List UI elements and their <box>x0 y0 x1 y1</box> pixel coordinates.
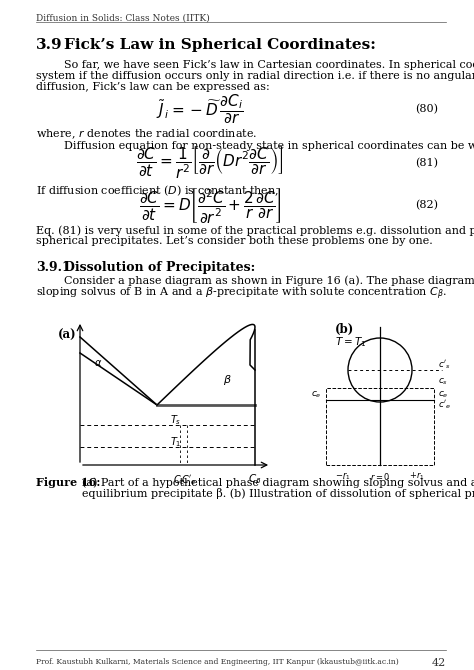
Text: $c'_e$: $c'_e$ <box>438 399 451 411</box>
Text: $r=0$: $r=0$ <box>370 471 390 482</box>
Text: (80): (80) <box>415 104 438 114</box>
Text: Dissolution of Precipitates:: Dissolution of Precipitates: <box>64 261 255 274</box>
Text: Consider a phase diagram as shown in Figure 16 (a). The phase diagram consists o: Consider a phase diagram as shown in Fig… <box>64 275 474 285</box>
Text: sloping solvus of B in A and a $\beta$-precipitate with solute concentration $\m: sloping solvus of B in A and a $\beta$-p… <box>36 286 447 302</box>
Text: So far, we have seen Fick’s law in Cartesian coordinates. In spherical coordinat: So far, we have seen Fick’s law in Carte… <box>64 60 474 70</box>
Text: spherical precipitates. Let’s consider both these problems one by one.: spherical precipitates. Let’s consider b… <box>36 236 433 246</box>
Text: $\dfrac{\partial C}{\partial t} = D\left[\dfrac{\partial^2 C}{\partial r^2} + \d: $\dfrac{\partial C}{\partial t} = D\left… <box>139 186 282 224</box>
Text: Diffusion in Solids: Class Notes (IITK): Diffusion in Solids: Class Notes (IITK) <box>36 14 210 23</box>
Text: equilibrium precipitate β. (b) Illustration of dissolution of spherical precipit: equilibrium precipitate β. (b) Illustrat… <box>82 488 474 499</box>
Text: Prof. Kaustubh Kulkarni, Materials Science and Engineering, IIT Kanpur (kkaustub: Prof. Kaustubh Kulkarni, Materials Scien… <box>36 658 399 666</box>
Text: $C_\beta$: $C_\beta$ <box>248 473 262 487</box>
Text: Eq. (81) is very useful in some of the practical problems e.g. dissolution and p: Eq. (81) is very useful in some of the p… <box>36 225 474 236</box>
Text: 3.9.1: 3.9.1 <box>36 261 71 274</box>
Text: (a) Part of a hypothetical phase diagram showing sloping solvus and an: (a) Part of a hypothetical phase diagram… <box>82 477 474 488</box>
Text: Diffusion equation for non-steady state in spherical coordinates can be written : Diffusion equation for non-steady state … <box>64 141 474 151</box>
Text: (b): (b) <box>335 323 354 336</box>
Text: $c_e$: $c_e$ <box>311 390 322 400</box>
Bar <box>326 388 434 465</box>
Text: $\widetilde{J}_{\,i} = -\widetilde{D}\,\dfrac{\partial C_i}{\partial r}$: $\widetilde{J}_{\,i} = -\widetilde{D}\,\… <box>156 92 244 126</box>
Text: $C'_e$: $C'_e$ <box>181 473 196 487</box>
Text: 42: 42 <box>432 658 446 668</box>
Text: $-r_1$: $-r_1$ <box>335 471 351 482</box>
Text: (82): (82) <box>415 200 438 210</box>
Text: $c_e$: $c_e$ <box>438 390 448 400</box>
Text: (81): (81) <box>415 158 438 168</box>
Text: $c'_s$: $c'_s$ <box>438 358 451 371</box>
Text: $\dfrac{\partial C}{\partial t} = \dfrac{1}{r^2}\left[\dfrac{\partial}{\partial : $\dfrac{\partial C}{\partial t} = \dfrac… <box>136 145 284 182</box>
Text: $T_s$: $T_s$ <box>170 413 182 427</box>
Text: If diffusion coefficient ($D$) is constant then,: If diffusion coefficient ($D$) is consta… <box>36 183 279 198</box>
Text: diffusion, Fick’s law can be expressed as:: diffusion, Fick’s law can be expressed a… <box>36 82 270 92</box>
Text: Fick’s Law in Spherical Coordinates:: Fick’s Law in Spherical Coordinates: <box>64 38 376 52</box>
Text: $\beta$: $\beta$ <box>223 373 231 387</box>
Text: $\alpha$: $\alpha$ <box>94 358 102 368</box>
Text: where, $r$ denotes the radial coordinate.: where, $r$ denotes the radial coordinate… <box>36 127 257 141</box>
Text: $T_1$: $T_1$ <box>170 436 182 449</box>
Text: system if the diffusion occurs only in radial direction i.e. if there is no angu: system if the diffusion occurs only in r… <box>36 71 474 81</box>
Text: $c_s$: $c_s$ <box>438 377 448 387</box>
Text: Figure 16:: Figure 16: <box>36 477 100 488</box>
Text: 3.9: 3.9 <box>36 38 63 52</box>
Text: $+r_1$: $+r_1$ <box>409 471 425 482</box>
Text: $T = T_1$: $T = T_1$ <box>335 335 366 349</box>
Text: $C_e$: $C_e$ <box>173 473 186 487</box>
Text: (a): (a) <box>58 329 77 342</box>
